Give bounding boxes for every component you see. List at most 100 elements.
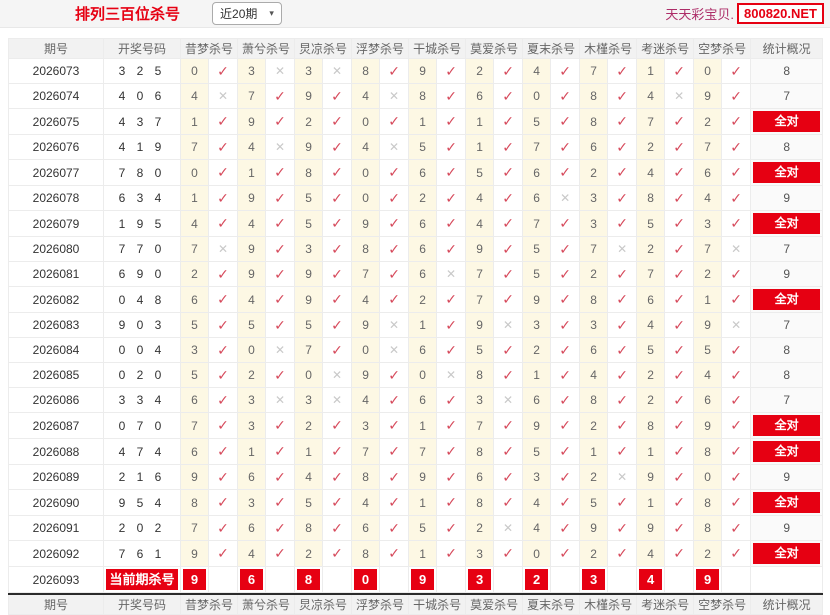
kill-number-cell: 4 bbox=[351, 387, 381, 413]
cross-icon: ✕ bbox=[607, 464, 638, 490]
check-icon: ✓ bbox=[607, 312, 638, 338]
current-kill-number: 4 bbox=[639, 569, 663, 590]
check-icon: ✓ bbox=[207, 58, 239, 84]
check-icon: ✓ bbox=[436, 134, 467, 160]
kill-number-cell: 0 bbox=[408, 362, 438, 388]
kill-number-cell: 6 bbox=[351, 515, 381, 541]
check-icon: ✓ bbox=[265, 412, 296, 439]
check-icon: ✓ bbox=[379, 540, 410, 567]
check-icon: ✓ bbox=[721, 286, 752, 313]
stat-cell: 7 bbox=[750, 236, 824, 262]
kill-number-cell: 1 bbox=[579, 438, 609, 465]
kill-number-cell: 3 bbox=[465, 540, 495, 567]
check-icon: ✓ bbox=[322, 261, 353, 287]
kill-number-cell: 5 bbox=[294, 312, 324, 338]
draw-numbers-cell: 9 5 4 bbox=[103, 489, 181, 516]
kill-number-cell: 2 bbox=[579, 261, 609, 287]
header-row: 期号 开奖号码 昔梦杀号 萧兮杀号 炅凉杀号 浮梦杀号 干城杀号 莫爱杀号 夏末杀号 木槿杀号 考迷… bbox=[8, 593, 824, 615]
check-icon: ✓ bbox=[207, 312, 239, 338]
check-icon: ✓ bbox=[607, 489, 638, 516]
kill-number-cell: 1 bbox=[408, 489, 438, 516]
stat-cell: 9 bbox=[750, 185, 824, 211]
cross-icon: ✕ bbox=[436, 362, 467, 388]
current-kill-cell: 2 bbox=[522, 566, 552, 593]
current-kill-cell: 3 bbox=[465, 566, 495, 593]
draw-numbers-cell: 7 8 0 bbox=[103, 159, 181, 186]
kill-number-cell: 4 bbox=[579, 362, 609, 388]
check-icon: ✓ bbox=[207, 159, 239, 186]
kill-number-cell: 4 bbox=[465, 210, 495, 237]
current-kill-cell: 4 bbox=[636, 566, 666, 593]
kill-number-cell: 4 bbox=[180, 83, 209, 109]
kill-number-cell: 3 bbox=[237, 58, 267, 84]
kill-number-cell: 9 bbox=[294, 286, 324, 313]
draw-numbers-cell: 0 0 4 bbox=[103, 337, 181, 363]
kill-number-cell: 2 bbox=[579, 412, 609, 439]
kill-number-cell: 9 bbox=[237, 236, 267, 262]
current-kill-number: 0 bbox=[354, 569, 378, 590]
all-correct-badge: 全对 bbox=[753, 213, 821, 234]
empty-mark-cell bbox=[721, 566, 752, 593]
check-icon: ✓ bbox=[550, 387, 581, 413]
check-icon: ✓ bbox=[436, 286, 467, 313]
check-icon: ✓ bbox=[721, 210, 752, 237]
check-icon: ✓ bbox=[721, 159, 752, 186]
kill-number-cell: 1 bbox=[693, 286, 723, 313]
chevron-down-icon: ▾ bbox=[269, 8, 274, 18]
kill-number-cell: 4 bbox=[522, 515, 552, 541]
check-icon: ✓ bbox=[607, 185, 638, 211]
kill-number-cell: 6 bbox=[579, 337, 609, 363]
check-icon: ✓ bbox=[550, 464, 581, 490]
check-icon: ✓ bbox=[436, 185, 467, 211]
kill-number-cell: 2 bbox=[522, 337, 552, 363]
draw-numbers-cell: 2 0 2 bbox=[103, 515, 181, 541]
site-url[interactable]: 800820.NET bbox=[737, 3, 824, 24]
check-icon: ✓ bbox=[607, 210, 638, 237]
kill-number-cell: 6 bbox=[408, 387, 438, 413]
kill-number-cell: 7 bbox=[693, 236, 723, 262]
check-icon: ✓ bbox=[664, 58, 695, 84]
check-icon: ✓ bbox=[207, 362, 239, 388]
check-icon: ✓ bbox=[721, 540, 752, 567]
check-icon: ✓ bbox=[493, 108, 524, 135]
draw-numbers-cell: 0 7 0 bbox=[103, 412, 181, 439]
check-icon: ✓ bbox=[607, 58, 638, 84]
kill-number-cell: 5 bbox=[636, 210, 666, 237]
check-icon: ✓ bbox=[607, 83, 638, 109]
check-icon: ✓ bbox=[436, 412, 467, 439]
check-icon: ✓ bbox=[493, 134, 524, 160]
check-icon: ✓ bbox=[265, 108, 296, 135]
check-icon: ✓ bbox=[207, 489, 239, 516]
kill-number-cell: 4 bbox=[237, 134, 267, 160]
current-kill-cell: 9 bbox=[693, 566, 723, 593]
header-row: 期号 开奖号码 昔梦杀号 萧兮杀号 炅凉杀号 浮梦杀号 干城杀号 莫爱杀号 夏末杀号 木槿杀号 考迷… bbox=[8, 38, 824, 59]
check-icon: ✓ bbox=[607, 362, 638, 388]
check-icon: ✓ bbox=[550, 286, 581, 313]
kill-number-cell: 2 bbox=[636, 236, 666, 262]
kill-number-cell: 5 bbox=[579, 489, 609, 516]
kill-number-cell: 4 bbox=[237, 286, 267, 313]
check-icon: ✓ bbox=[436, 489, 467, 516]
draw-numbers-cell: 0 2 0 bbox=[103, 362, 181, 388]
kill-number-cell: 6 bbox=[180, 438, 209, 465]
table-row: 2026080 7 7 0 7 ✕ 9 ✓ 3 ✓ 8 ✓ 6 ✓ 9 ✓ 5 ✓ 7 ✕ 2 ✓ 7 ✕ 7 bbox=[8, 236, 824, 262]
current-kill-cell: 0 bbox=[351, 566, 381, 593]
kill-number-cell: 9 bbox=[294, 83, 324, 109]
kill-number-cell: 7 bbox=[180, 134, 209, 160]
kill-number-cell: 9 bbox=[408, 58, 438, 84]
period-range-select[interactable]: 近20期 ▾ bbox=[212, 2, 282, 25]
kill-number-cell: 9 bbox=[294, 261, 324, 287]
draw-numbers-cell: 6 3 4 bbox=[103, 185, 181, 211]
stat-cell: 全对 bbox=[750, 489, 824, 516]
check-icon: ✓ bbox=[550, 412, 581, 439]
check-icon: ✓ bbox=[207, 261, 239, 287]
kill-number-cell: 2 bbox=[636, 387, 666, 413]
draw-numbers-cell: 1 9 5 bbox=[103, 210, 181, 237]
site-brand: 天天彩宝贝. 800820.NET bbox=[665, 3, 824, 24]
current-kill-cell: 6 bbox=[237, 566, 267, 593]
check-icon: ✓ bbox=[436, 464, 467, 490]
stat-cell: 9 bbox=[750, 464, 824, 490]
column-header: 期号 bbox=[8, 593, 104, 615]
kill-number-cell: 4 bbox=[693, 185, 723, 211]
kill-number-cell: 4 bbox=[693, 362, 723, 388]
